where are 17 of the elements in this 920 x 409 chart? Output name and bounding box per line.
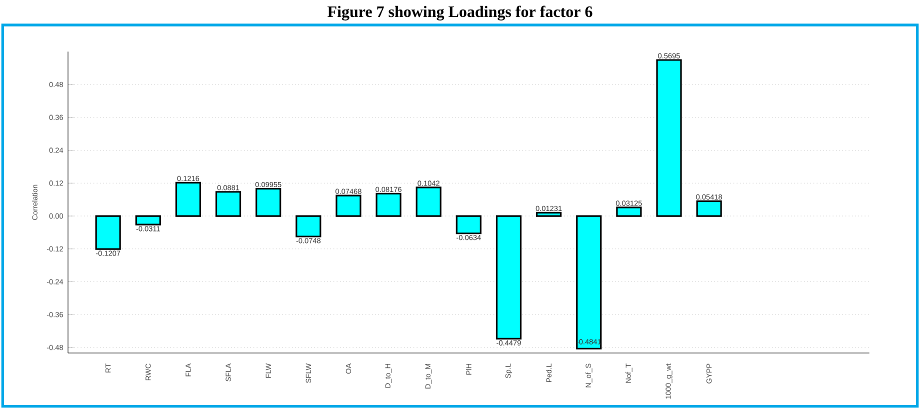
chart-title: Figure 7 showing Loadings for factor 6	[328, 6, 592, 20]
bar	[416, 186, 442, 217]
bar	[576, 215, 602, 350]
bar	[336, 194, 362, 217]
bar	[696, 200, 722, 217]
bar	[175, 182, 202, 217]
bar	[496, 215, 522, 340]
bar	[536, 212, 562, 217]
bar	[95, 215, 121, 250]
bar	[616, 206, 642, 217]
bar	[215, 191, 242, 217]
bar	[296, 215, 322, 238]
bar	[456, 215, 482, 234]
bar	[376, 192, 402, 217]
bar	[256, 188, 282, 217]
bar	[135, 215, 161, 226]
bar	[656, 59, 682, 217]
